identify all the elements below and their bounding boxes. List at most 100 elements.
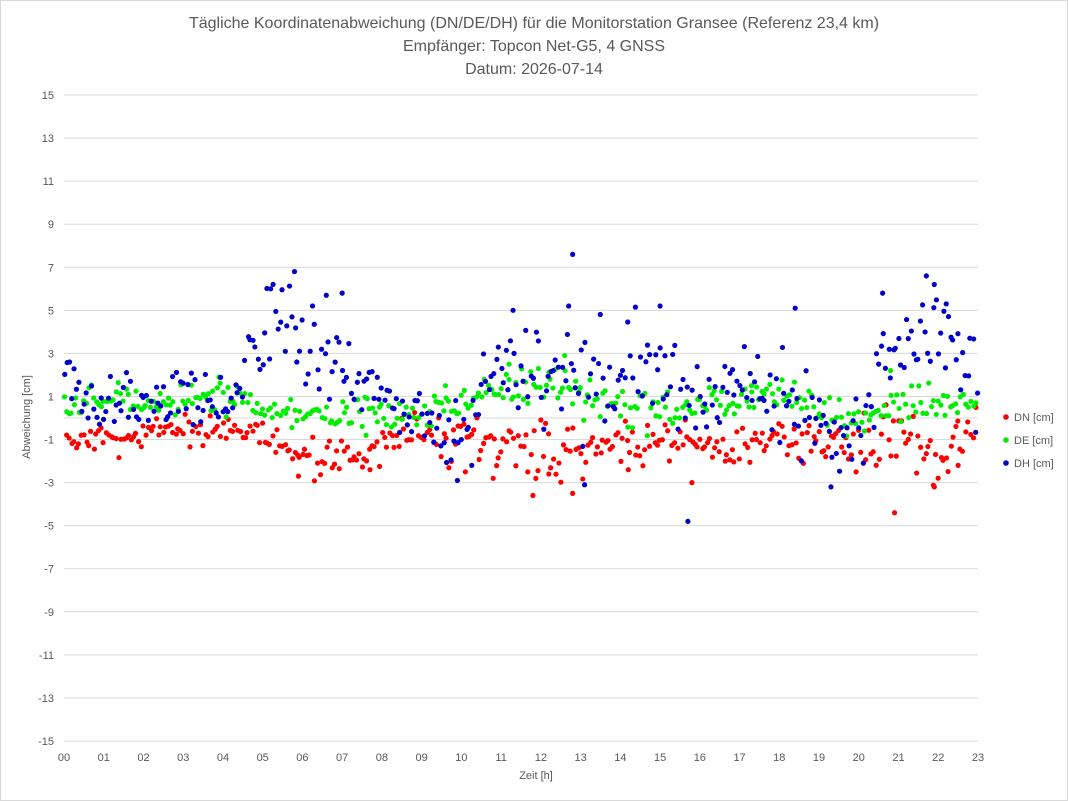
data-point xyxy=(465,424,471,430)
data-point xyxy=(537,384,543,390)
data-point xyxy=(381,415,387,422)
data-point xyxy=(580,443,586,449)
data-point xyxy=(881,402,887,409)
data-point xyxy=(588,439,594,445)
data-point xyxy=(967,335,973,341)
data-point xyxy=(794,399,800,406)
data-point xyxy=(709,392,715,398)
data-point xyxy=(624,437,631,444)
data-point xyxy=(660,396,666,402)
data-point xyxy=(363,458,370,464)
data-point xyxy=(458,436,464,443)
data-point xyxy=(247,423,253,429)
data-point xyxy=(81,401,87,407)
data-point xyxy=(612,406,618,412)
data-point xyxy=(288,396,294,403)
data-point xyxy=(789,403,795,409)
data-point xyxy=(803,368,809,374)
data-point xyxy=(504,439,510,445)
data-point xyxy=(346,341,352,347)
data-point xyxy=(374,419,380,425)
data-point xyxy=(81,432,87,438)
legend-label: DH [cm] xyxy=(1014,458,1054,470)
data-point xyxy=(100,416,107,422)
data-point xyxy=(727,370,733,376)
data-point xyxy=(558,406,565,412)
data-point xyxy=(730,400,736,406)
legend: DN [cm] DE [cm] DH [cm] xyxy=(1003,412,1054,470)
data-point xyxy=(511,350,517,356)
data-point xyxy=(826,395,833,401)
x-tick-label: 14 xyxy=(614,752,626,764)
data-point xyxy=(294,359,300,365)
data-point xyxy=(252,344,258,350)
data-point xyxy=(617,413,624,419)
data-point xyxy=(322,415,328,422)
data-point xyxy=(386,388,393,394)
data-point xyxy=(915,356,921,362)
data-point xyxy=(925,443,931,450)
data-point xyxy=(169,373,176,380)
data-point xyxy=(804,430,810,436)
data-point xyxy=(260,362,266,368)
data-point xyxy=(183,406,189,412)
data-point xyxy=(968,398,974,405)
data-point xyxy=(356,371,362,377)
data-point xyxy=(556,460,562,466)
y-tick-label: 15 xyxy=(42,90,54,102)
data-point xyxy=(720,384,726,390)
data-point xyxy=(448,457,454,463)
data-point xyxy=(786,392,793,398)
data-point xyxy=(716,449,722,455)
data-point xyxy=(774,431,780,437)
data-point xyxy=(225,409,231,415)
data-point xyxy=(343,374,350,380)
data-point xyxy=(833,431,839,437)
data-point xyxy=(271,401,278,407)
data-point xyxy=(315,367,321,373)
data-point xyxy=(341,410,348,416)
data-point xyxy=(831,419,837,425)
data-point xyxy=(79,408,85,414)
data-point xyxy=(747,370,753,377)
data-point xyxy=(705,440,711,446)
data-point xyxy=(175,408,181,414)
data-point xyxy=(71,366,77,372)
data-point xyxy=(238,428,244,435)
data-point xyxy=(580,476,586,482)
data-point xyxy=(931,305,937,311)
data-point xyxy=(960,391,966,398)
data-point xyxy=(500,380,506,386)
data-point xyxy=(619,388,626,395)
data-point xyxy=(364,376,370,382)
data-point xyxy=(622,418,628,424)
data-point xyxy=(158,403,164,409)
data-point xyxy=(906,414,912,421)
data-point xyxy=(605,437,611,444)
data-point xyxy=(945,313,952,320)
data-point xyxy=(239,394,246,400)
data-point xyxy=(682,415,688,421)
data-point xyxy=(274,410,280,417)
data-point xyxy=(535,365,541,372)
data-point xyxy=(289,314,295,320)
data-point xyxy=(839,444,845,450)
data-point xyxy=(644,433,650,439)
data-point xyxy=(445,398,452,404)
data-point xyxy=(91,395,97,401)
data-point xyxy=(799,431,805,437)
data-point xyxy=(198,419,204,425)
data-point xyxy=(431,439,437,445)
data-point xyxy=(722,458,728,464)
data-point xyxy=(700,409,706,415)
data-point xyxy=(378,385,384,391)
data-point xyxy=(849,456,855,462)
data-point xyxy=(316,408,322,414)
data-point xyxy=(123,370,130,376)
data-point xyxy=(244,430,250,436)
data-point xyxy=(267,405,274,411)
data-point xyxy=(921,456,927,462)
data-point xyxy=(284,323,290,329)
data-point xyxy=(903,316,910,323)
